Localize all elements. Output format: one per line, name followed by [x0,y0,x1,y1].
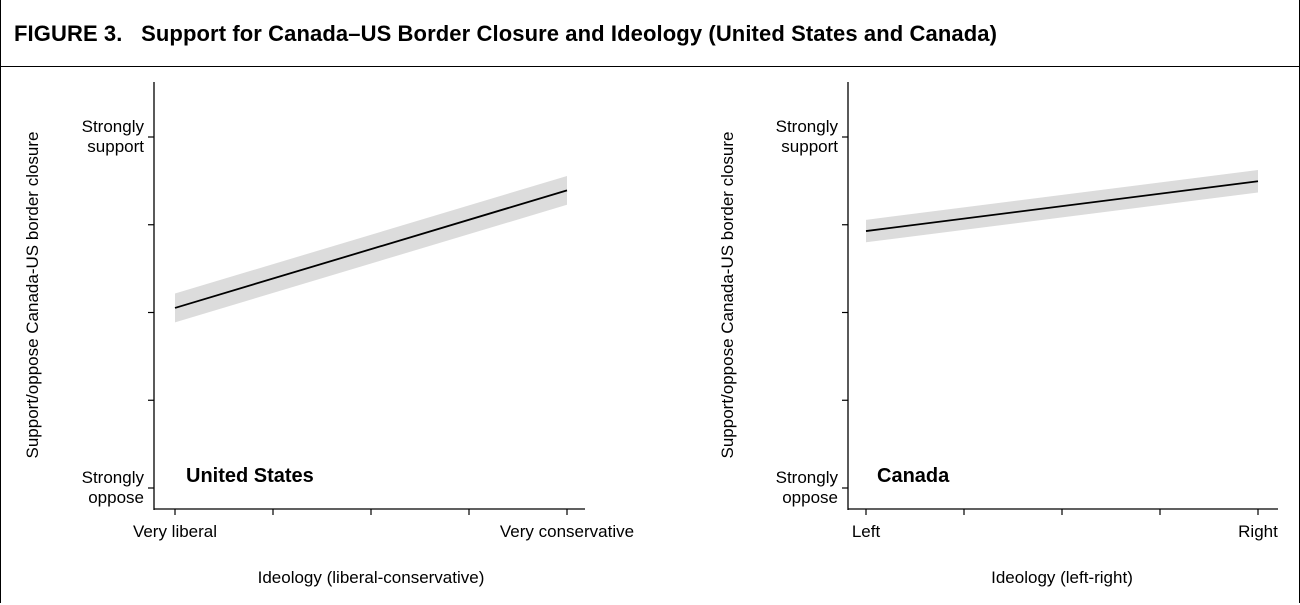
ca-y-tick-label: Strongly oppose [776,468,839,507]
us-y-axis-label: Support/oppose Canada-US border closure [23,132,42,459]
ca-x-tick-label: Left [852,522,881,541]
ca-panel-label: Canada [877,465,950,487]
us-y-tick-label: Strongly support [82,117,145,156]
figure-title-bar: FIGURE 3. Support for Canada–US Border C… [0,0,1300,67]
ca-fit-line [865,180,1259,232]
us-panel-label: United States [186,465,314,487]
figure-title: FIGURE 3. Support for Canada–US Border C… [14,21,998,46]
ca-x-tick-label: Right [1238,522,1278,541]
ca-x-axis-label: Ideology (left-right) [991,568,1133,587]
us-x-tick-label: Very conservative [500,522,634,541]
us-y-tick-label: Strongly oppose [82,468,145,507]
ca-y-axis-label: Support/oppose Canada-US border closure [718,132,737,459]
us-fit-line [174,189,568,309]
title-rule [0,66,1300,67]
us-x-tick-label: Very liberal [133,522,217,541]
us-x-axis-label: Ideology (liberal-conservative) [258,568,485,587]
ca-y-tick-label: Strongly support [776,117,839,156]
